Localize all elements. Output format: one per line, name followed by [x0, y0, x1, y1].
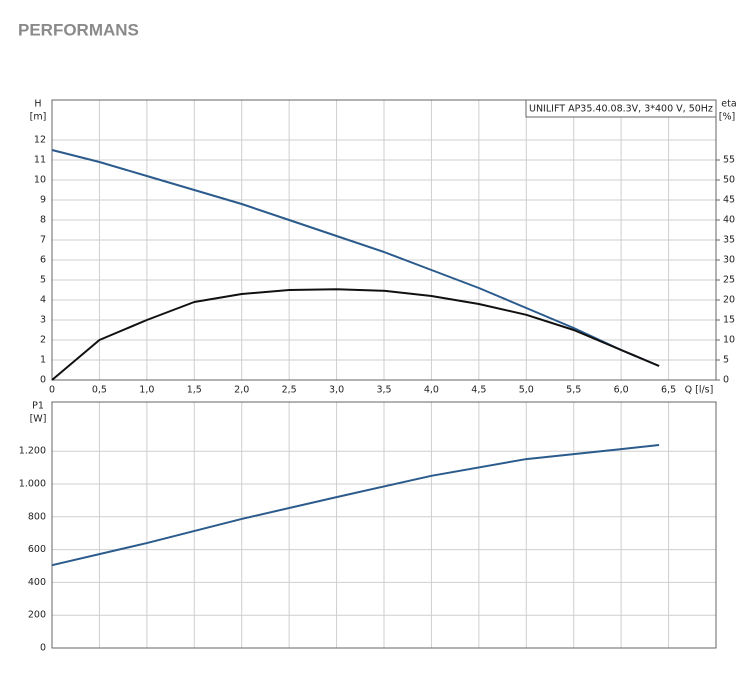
- legend-box: [525, 99, 717, 118]
- y-tick-label: 12: [34, 135, 46, 146]
- y-tick-label: 1.200: [19, 446, 46, 457]
- y-tick-label: 0: [40, 375, 46, 386]
- x-tick-label: 4,0: [424, 385, 439, 396]
- y2-tick-label: 25: [723, 275, 735, 286]
- x-tick-label: 1,0: [139, 385, 154, 396]
- x-tick-label: 5,0: [519, 385, 534, 396]
- y2-tick-label: 0: [723, 375, 729, 386]
- x-tick-label: 6,5: [661, 385, 676, 396]
- x-axis-label: Q [l/s]: [685, 385, 714, 396]
- y-tick-label: 10: [34, 175, 46, 186]
- plot-frame: [51, 99, 717, 381]
- y-tick-label: 600: [28, 544, 46, 555]
- y-axis-unit: [m]: [30, 112, 47, 123]
- y-tick-label: 1: [40, 355, 46, 366]
- y2-tick-label: 50: [723, 175, 735, 186]
- y2-tick-label: 55: [723, 155, 735, 166]
- x-tick-label: 2,5: [282, 385, 297, 396]
- x-tick-label: 5,5: [566, 385, 581, 396]
- y-tick-label: 6: [40, 255, 46, 266]
- y-tick-label: 200: [28, 610, 46, 621]
- y2-tick-label: 15: [723, 315, 735, 326]
- x-tick-label: 0,5: [92, 385, 107, 396]
- x-tick-label: 1,5: [187, 385, 202, 396]
- x-tick-label: 2,0: [234, 385, 249, 396]
- y-tick-label: 4: [40, 295, 46, 306]
- y2-tick-label: 10: [723, 335, 735, 346]
- page-title: PERFORMANS: [18, 20, 139, 39]
- x-tick-label: 3,0: [329, 385, 344, 396]
- y-tick-label: 800: [28, 511, 46, 522]
- plot-frame: [51, 401, 717, 649]
- x-tick-label: 4,5: [471, 385, 486, 396]
- y-tick-label: 0: [40, 643, 46, 654]
- y2-axis-unit: [%]: [719, 112, 735, 123]
- y2-axis-label: eta: [721, 99, 736, 110]
- x-tick-label: 0: [49, 385, 55, 396]
- y2-tick-label: 5: [723, 355, 729, 366]
- y-tick-label: 1.000: [19, 479, 46, 490]
- y2-tick-label: 45: [723, 195, 735, 206]
- y-tick-label: 5: [40, 275, 46, 286]
- y2-tick-label: 20: [723, 295, 735, 306]
- y-tick-label: 11: [34, 155, 46, 166]
- y-axis-label: H: [34, 99, 41, 110]
- x-tick-label: 3,5: [376, 385, 391, 396]
- y-tick-label: 8: [40, 215, 46, 226]
- y-tick-label: 2: [40, 335, 46, 346]
- data-line: [51, 149, 660, 367]
- x-tick-label: 6,0: [614, 385, 629, 396]
- y-tick-label: 3: [40, 315, 46, 326]
- y2-tick-label: 40: [723, 215, 735, 226]
- y-axis-label: P1: [32, 401, 44, 412]
- y-tick-label: 9: [40, 195, 46, 206]
- y-axis-unit: [W]: [30, 414, 47, 425]
- y-tick-label: 7: [40, 235, 46, 246]
- y-tick-label: 400: [28, 577, 46, 588]
- y2-tick-label: 30: [723, 255, 735, 266]
- data-line: [51, 443, 660, 567]
- data-line: [51, 288, 660, 381]
- y2-tick-label: 35: [723, 235, 735, 246]
- legend-entry: UNILIFT AP35.40.08.3V, 3*400 V, 50Hz: [529, 104, 713, 115]
